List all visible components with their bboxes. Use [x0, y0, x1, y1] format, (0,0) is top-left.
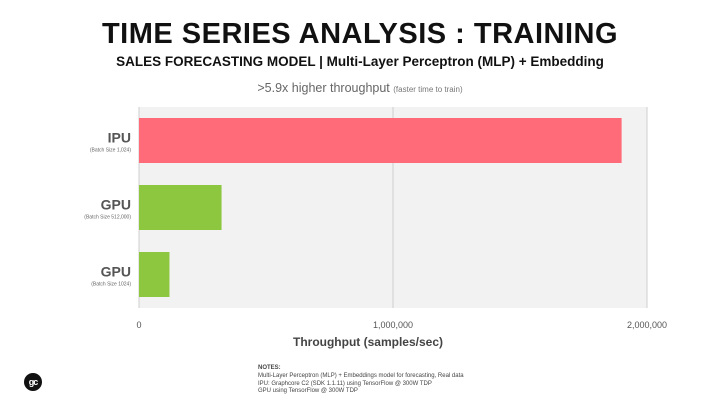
notes-line-3: GPU using TensorFlow @ 300W TDP — [258, 388, 358, 395]
bar — [139, 185, 222, 230]
x-tick-label: 2,000,000 — [627, 320, 667, 330]
graphcore-logo: gc — [24, 373, 42, 391]
notes-line-2: IPU: Graphcore C2 (SDK 1.1.11) using Ten… — [258, 380, 432, 387]
y-category-sublabel: (Batch Size 512,000) — [84, 215, 131, 221]
headline-note: (faster time to train) — [393, 85, 463, 94]
y-category-label: GPU — [101, 197, 131, 213]
notes-title: NOTES: — [258, 365, 281, 371]
notes-line-1: Multi-Layer Perceptron (MLP) + Embedding… — [258, 372, 464, 379]
headline: >5.9x higher throughput (faster time to … — [0, 81, 720, 95]
bar — [139, 118, 622, 163]
x-tick-label: 1,000,000 — [373, 320, 413, 330]
bar — [139, 252, 170, 297]
y-category-label: GPU — [101, 264, 131, 280]
x-axis-label: Throughput (samples/sec) — [293, 335, 443, 349]
notes: NOTES: Multi-Layer Perceptron (MLP) + Em… — [258, 365, 464, 396]
y-category-label: IPU — [108, 130, 131, 146]
x-tick-label: 0 — [136, 320, 141, 330]
y-category-sublabel: (Batch Size 1,024) — [90, 148, 131, 154]
y-category-sublabel: (Batch Size 1024) — [91, 282, 131, 288]
page-title: TIME SERIES ANALYSIS : TRAINING — [101, 18, 619, 50]
headline-main: >5.9x higher throughput — [257, 81, 390, 95]
page-subtitle: SALES FORECASTING MODEL | Multi-Layer Pe… — [116, 54, 604, 69]
